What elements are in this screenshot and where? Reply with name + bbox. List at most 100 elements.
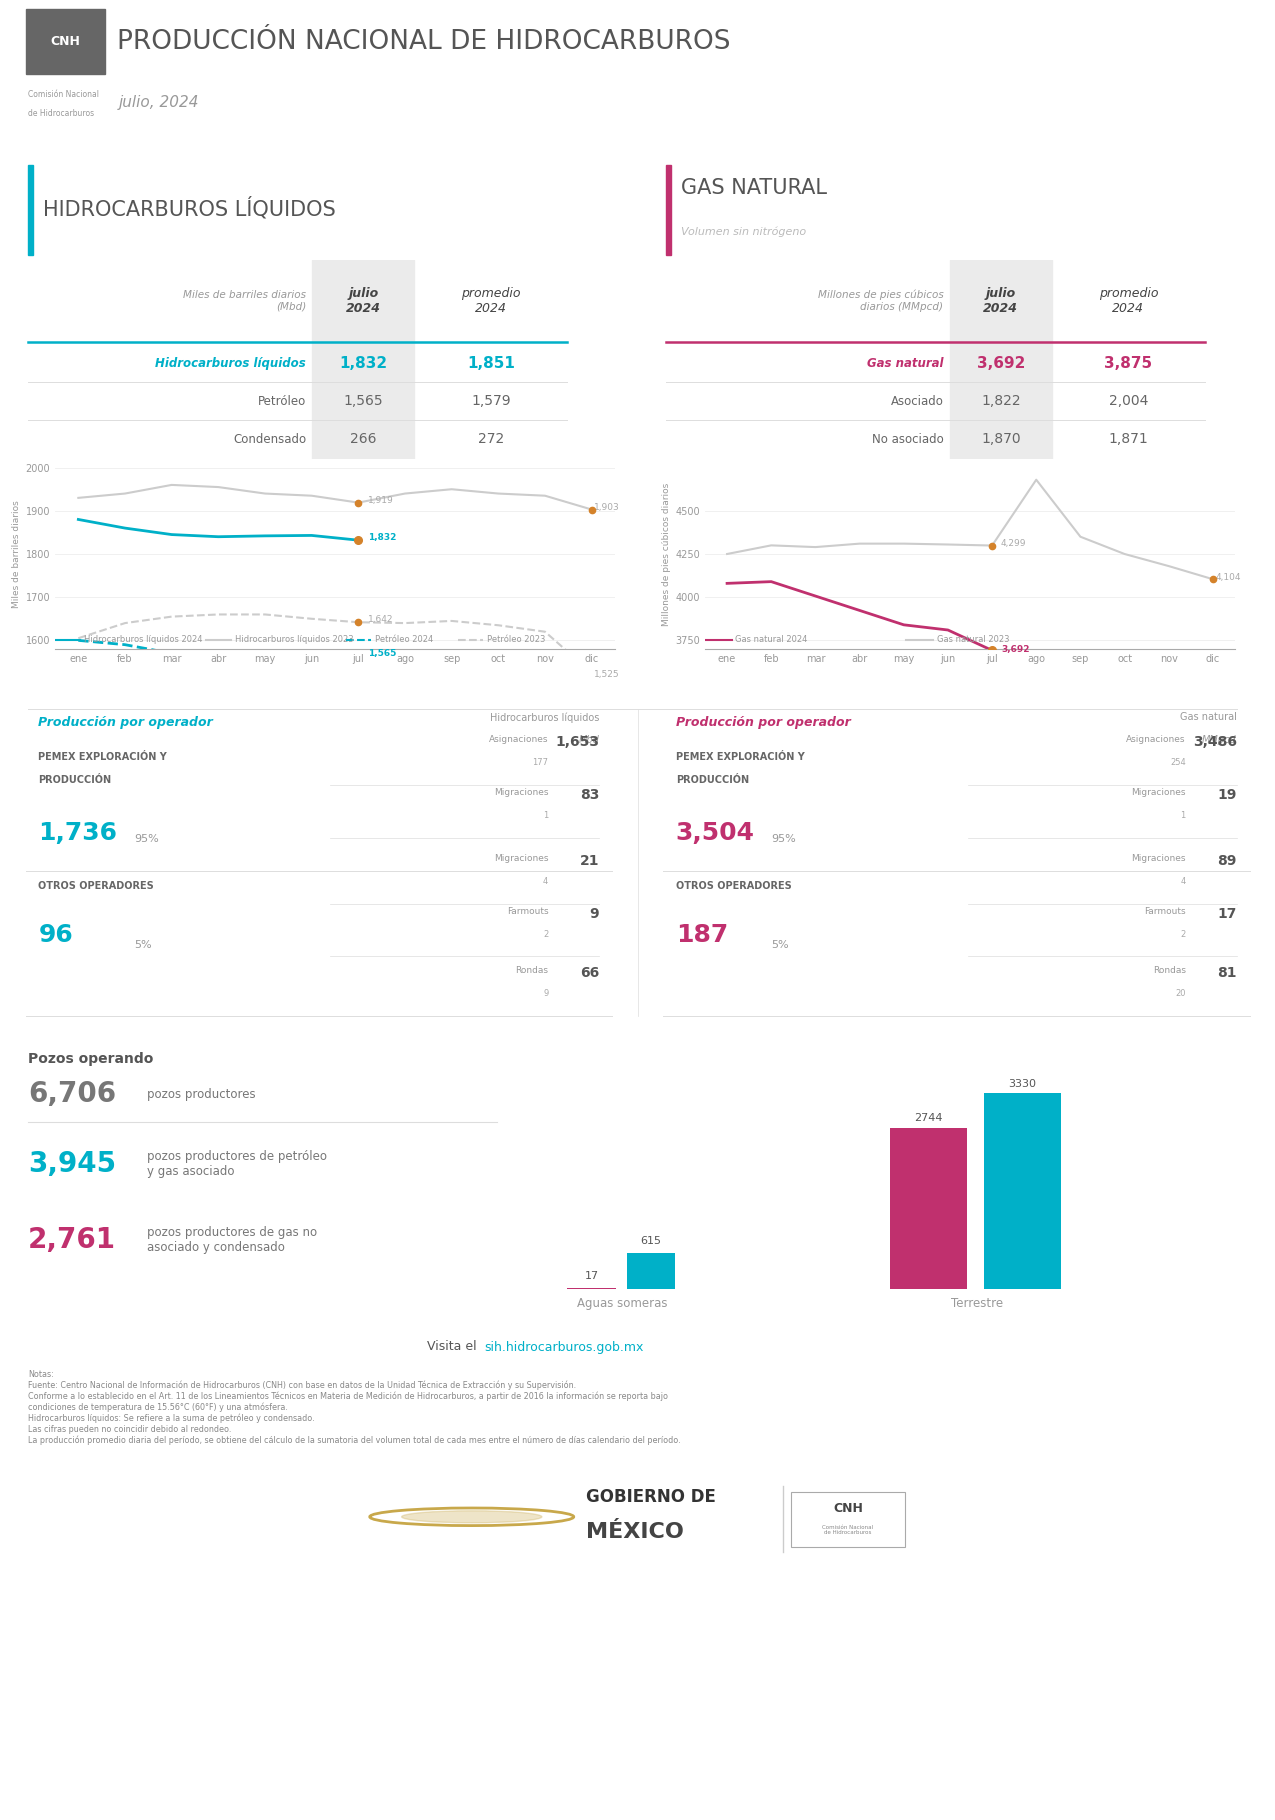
Text: Hidrocarburos líquidos 2023: Hidrocarburos líquidos 2023 [236,635,354,644]
Text: Petróleo: Petróleo [258,395,306,408]
Bar [312,420,414,459]
Text: 9: 9 [543,990,548,999]
Text: 1,525: 1,525 [594,670,620,679]
Text: Asignaciones: Asignaciones [1126,735,1186,744]
Text: Volumen sin nitrógeno: Volumen sin nitrógeno [681,228,806,237]
Bar [312,346,414,382]
Text: 272: 272 [478,431,504,446]
Text: 1,919: 1,919 [367,495,394,504]
Text: 6,706: 6,706 [28,1081,116,1108]
Bar [984,1094,1061,1289]
Text: Millones de pies cúbicos
diarios (MMpcd): Millones de pies cúbicos diarios (MMpcd) [817,289,944,311]
Text: 177: 177 [532,759,548,768]
Text: 3,945: 3,945 [28,1150,116,1178]
Text: Migraciones: Migraciones [493,854,548,863]
Text: Petróleo 2024: Petróleo 2024 [375,635,434,644]
Text: CNH: CNH [833,1502,863,1514]
Text: Visita el: Visita el [427,1341,484,1354]
Circle shape [402,1511,542,1523]
Text: Comisión Nacional: Comisión Nacional [28,89,99,98]
Text: Pozos operando: Pozos operando [28,1052,153,1067]
Text: 89: 89 [1218,854,1237,868]
Text: Producción por operador: Producción por operador [38,715,213,728]
Text: 2,761: 2,761 [28,1227,116,1254]
Text: 4,299: 4,299 [1001,539,1026,548]
Text: Hidrocarburos líquidos: Hidrocarburos líquidos [156,357,306,369]
Text: Migraciones: Migraciones [493,788,548,797]
Text: 96: 96 [38,923,73,948]
Text: gob.mx/cnh: gob.mx/cnh [536,1798,606,1809]
Text: Hidrocarburos líquidos 2024: Hidrocarburos líquidos 2024 [84,635,203,644]
Bar [28,166,33,255]
Text: GAS NATURAL: GAS NATURAL [681,178,827,198]
Text: promedio
2024: promedio 2024 [1099,288,1158,315]
Text: Asociado: Asociado [891,395,944,408]
Text: 1,851: 1,851 [467,355,515,371]
Text: Asignaciones: Asignaciones [488,735,548,744]
Text: 17: 17 [1218,906,1237,921]
Text: 1,832: 1,832 [339,355,388,371]
Text: CNH: CNH [50,35,80,49]
Text: MÉXICO: MÉXICO [586,1522,685,1542]
Text: Gas natural: Gas natural [867,357,944,369]
Text: julio
2024: julio 2024 [983,288,1019,315]
Text: 1,871: 1,871 [1108,431,1149,446]
Text: julio
2024: julio 2024 [346,288,381,315]
Text: Gas natural 2024: Gas natural 2024 [736,635,807,644]
Text: MMpcd: MMpcd [1202,735,1237,746]
Text: Farmouts: Farmouts [506,906,548,915]
Text: Migraciones: Migraciones [1131,788,1186,797]
Bar [890,1128,966,1289]
Text: Miles de barriles diarios
(Mbd): Miles de barriles diarios (Mbd) [184,289,306,311]
Text: No asociado: No asociado [872,433,944,446]
Text: 4: 4 [543,877,548,886]
Bar [950,420,1052,459]
Text: 95%: 95% [134,834,158,844]
Bar [627,1252,676,1289]
Text: HIDROCARBUROS LÍQUIDOS: HIDROCARBUROS LÍQUIDOS [43,197,337,218]
Text: 1: 1 [1181,812,1186,821]
Text: Rondas: Rondas [515,966,548,976]
Text: 1,903: 1,903 [594,502,620,511]
Text: Gas natural 2023: Gas natural 2023 [937,635,1009,644]
Text: 266: 266 [351,431,376,446]
Text: 1,565: 1,565 [367,650,397,659]
Text: 2: 2 [543,930,548,939]
Text: PEMEX EXPLORACIÓN Y: PEMEX EXPLORACIÓN Y [676,752,805,763]
Text: 1,736: 1,736 [38,821,117,844]
Text: Comisión Nacional
de Hidrocarburos: Comisión Nacional de Hidrocarburos [822,1525,873,1536]
Text: sih.hidrocarburos.gob.mx: sih.hidrocarburos.gob.mx [484,1341,644,1354]
Text: Migraciones: Migraciones [1131,854,1186,863]
Text: 1,642: 1,642 [367,615,393,624]
Text: 5%: 5% [134,939,152,950]
Text: 5%: 5% [771,939,789,950]
Text: 3330: 3330 [1009,1079,1037,1088]
Text: Hidrocarburos líquidos: Hidrocarburos líquidos [490,712,599,723]
Text: 81: 81 [1218,966,1237,981]
Bar [950,382,1052,420]
Text: 21: 21 [580,854,599,868]
Text: Petróleo 2023: Petróleo 2023 [487,635,546,644]
Bar [312,260,414,346]
Bar [790,1492,905,1547]
Y-axis label: Millones de pies cúbicos diarios: Millones de pies cúbicos diarios [662,482,671,626]
Text: OTROS OPERADORES: OTROS OPERADORES [38,881,154,890]
Text: de Hidrocarburos: de Hidrocarburos [28,109,94,118]
Y-axis label: Miles de barriles diarios: Miles de barriles diarios [13,501,22,608]
Text: Terrestre: Terrestre [951,1298,1003,1310]
Text: f  𝕏  ⓘ  ▶: f 𝕏 ⓘ ▶ [460,1798,510,1809]
Text: 3,692: 3,692 [1001,644,1029,653]
Text: 187: 187 [676,923,728,948]
Text: 95%: 95% [771,834,796,844]
Text: PRODUCCIÓN NACIONAL DE HIDROCARBUROS: PRODUCCIÓN NACIONAL DE HIDROCARBUROS [117,29,731,55]
Bar [666,166,671,255]
Text: 615: 615 [640,1236,662,1247]
Text: 1,579: 1,579 [470,395,511,408]
Bar [950,346,1052,382]
Text: 17: 17 [584,1270,599,1281]
Text: Producción por operador: Producción por operador [676,715,850,728]
Text: julio, 2024: julio, 2024 [119,95,199,109]
Text: promedio
2024: promedio 2024 [462,288,520,315]
Text: 3,692: 3,692 [977,355,1025,371]
Text: 4: 4 [1181,877,1186,886]
